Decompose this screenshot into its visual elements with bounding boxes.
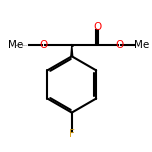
Text: methoxy: methoxy — [21, 44, 28, 46]
Polygon shape — [71, 46, 73, 56]
Text: Me: Me — [134, 40, 150, 50]
Text: Me: Me — [8, 40, 23, 50]
Text: methoxy: methoxy — [16, 44, 22, 46]
Text: O: O — [40, 40, 48, 50]
Text: F: F — [69, 129, 75, 139]
Text: O: O — [93, 22, 101, 32]
Text: O: O — [116, 40, 124, 50]
